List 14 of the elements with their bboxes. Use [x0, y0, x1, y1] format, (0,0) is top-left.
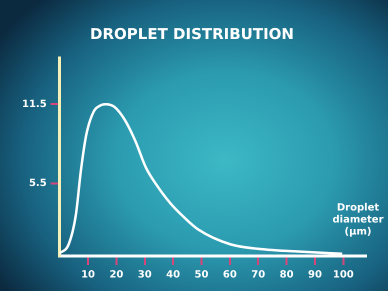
- x-axis-title: Droplet diameter (µm): [332, 202, 384, 238]
- x-tick-label: 30: [138, 270, 152, 281]
- x-tick-label: 80: [280, 270, 294, 281]
- x-tick-label: 90: [308, 270, 322, 281]
- y-tick-label: 11.5: [22, 98, 47, 110]
- y-tick-label: 5.5: [28, 178, 47, 189]
- x-tick-label: 50: [194, 270, 208, 281]
- x-tick-label: 70: [251, 270, 266, 281]
- x-tick-label: 20: [109, 270, 124, 281]
- x-tick-label: 100: [332, 270, 354, 281]
- x-tick-label: 10: [81, 270, 96, 281]
- x-tick-label: 40: [166, 270, 180, 281]
- chart-title: DROPLET DISTRIBUTION: [90, 24, 294, 43]
- x-tick-label: 60: [222, 270, 237, 281]
